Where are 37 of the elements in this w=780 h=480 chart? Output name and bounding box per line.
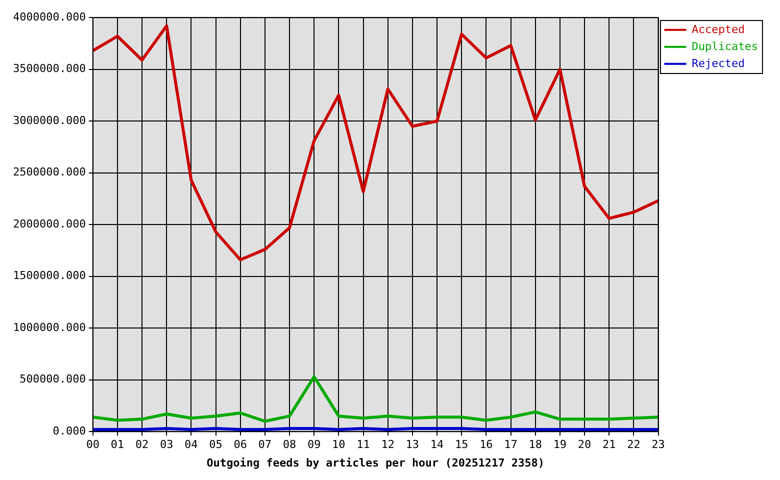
x-tick-label: 22 bbox=[627, 438, 640, 452]
x-tick-label: 23 bbox=[652, 438, 665, 452]
x-tick-label: 11 bbox=[356, 438, 370, 452]
x-tick-label: 16 bbox=[480, 438, 493, 452]
x-tick-label: 08 bbox=[282, 438, 296, 452]
y-tick-label: 3500000.000 bbox=[12, 62, 86, 76]
legend-label: Accepted bbox=[692, 22, 745, 36]
x-tick-label: 06 bbox=[234, 438, 247, 452]
x-tick-label: 07 bbox=[258, 438, 272, 452]
y-tick-label: 3000000.000 bbox=[12, 114, 86, 127]
x-tick-label: 05 bbox=[209, 438, 222, 452]
legend-label: Rejected bbox=[692, 56, 745, 70]
x-tick-label: 04 bbox=[184, 438, 198, 452]
x-tick-label: 01 bbox=[110, 438, 124, 452]
x-tick-label: 14 bbox=[430, 438, 444, 452]
x-tick-label: 02 bbox=[135, 438, 149, 452]
y-tick-label: 0.000 bbox=[52, 424, 86, 438]
x-tick-label: 18 bbox=[528, 438, 542, 452]
y-tick-label: 2000000.000 bbox=[12, 217, 86, 230]
y-tick-label: 500000.000 bbox=[20, 372, 86, 386]
y-tick-label: 1000000.000 bbox=[12, 320, 86, 334]
x-tick-label: 19 bbox=[553, 438, 567, 452]
x-tick-label: 20 bbox=[578, 438, 592, 452]
x-tick-label: 13 bbox=[406, 438, 420, 452]
y-tick-label: 4000000.000 bbox=[12, 10, 86, 24]
x-tick-label: 03 bbox=[160, 438, 174, 452]
y-tick-label: 2500000.000 bbox=[12, 166, 86, 179]
x-tick-label: 10 bbox=[332, 438, 346, 452]
x-tick-label: 09 bbox=[307, 438, 321, 452]
x-tick-label: 00 bbox=[86, 438, 100, 452]
x-tick-label: 21 bbox=[602, 438, 616, 452]
x-tick-label: 17 bbox=[504, 438, 518, 452]
y-tick-label: 1500000.000 bbox=[12, 269, 86, 282]
x-tick-label: 12 bbox=[381, 438, 394, 452]
x-tick-label: 15 bbox=[454, 438, 468, 452]
legend-label: Duplicates bbox=[692, 40, 758, 53]
x-axis-title: Outgoing feeds by articles per hour (20251217 2358) bbox=[206, 456, 544, 470]
